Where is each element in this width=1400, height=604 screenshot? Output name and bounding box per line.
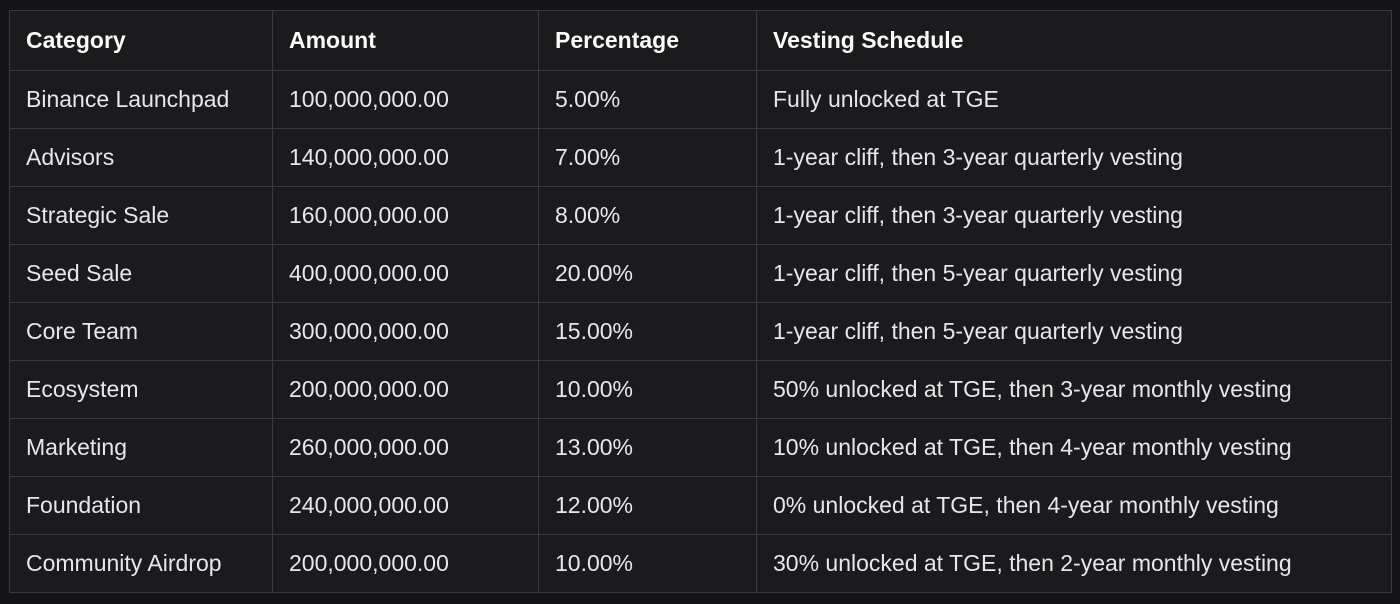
category-cell: Foundation [9,476,273,535]
table-row: Community Airdrop 200,000,000.00 10.00% 30%… [9,534,1392,593]
amount-cell: 260,000,000.00 [272,418,539,477]
amount-cell: 200,000,000.00 [272,534,539,593]
table-row: Strategic Sale 160,000,000.00 8.00% 1-year … [9,186,1392,245]
vesting-cell: Fully unlocked at TGE [756,70,1392,129]
percentage-cell: 13.00% [538,418,757,477]
table-row: Seed Sale 400,000,000.00 20.00% 1-year clif… [9,244,1392,303]
percentage-cell: 10.00% [538,360,757,419]
vesting-cell: 1-year cliff, then 5-year quarterly vest… [756,244,1392,303]
percentage-cell: 8.00% [538,186,757,245]
category-cell: Core Team [9,302,273,361]
percentage-cell: 5.00% [538,70,757,129]
amount-cell: 160,000,000.00 [272,186,539,245]
token-allocation-table: Category Amount Percentage Vesting Sched… [9,10,1392,593]
category-cell: Binance Launchpad [9,70,273,129]
category-cell: Ecosystem [9,360,273,419]
table-row: Ecosystem 200,000,000.00 10.00% 50% unlocke… [9,360,1392,419]
table-row: Foundation 240,000,000.00 12.00% 0% unlocke… [9,476,1392,535]
amount-cell: 200,000,000.00 [272,360,539,419]
percentage-cell: 20.00% [538,244,757,303]
amount-cell: 400,000,000.00 [272,244,539,303]
vesting-cell: 1-year cliff, then 3-year quarterly vest… [756,186,1392,245]
table-row: Core Team 300,000,000.00 15.00% 1-year clif… [9,302,1392,361]
category-cell: Community Airdrop [9,534,273,593]
category-cell: Advisors [9,128,273,187]
amount-cell: 300,000,000.00 [272,302,539,361]
column-header-amount: Amount [272,10,539,71]
percentage-cell: 10.00% [538,534,757,593]
vesting-cell: 50% unlocked at TGE, then 3-year monthly… [756,360,1392,419]
token-allocation-table-container: Category Amount Percentage Vesting Sched… [9,10,1392,593]
percentage-cell: 15.00% [538,302,757,361]
table-body: Binance Launchpad 100,000,000.00 5.00% Full… [9,70,1392,593]
category-cell: Marketing [9,418,273,477]
vesting-cell: 10% unlocked at TGE, then 4-year monthly… [756,418,1392,477]
vesting-cell: 30% unlocked at TGE, then 2-year monthly… [756,534,1392,593]
amount-cell: 100,000,000.00 [272,70,539,129]
percentage-cell: 12.00% [538,476,757,535]
amount-cell: 140,000,000.00 [272,128,539,187]
vesting-cell: 1-year cliff, then 5-year quarterly vest… [756,302,1392,361]
vesting-cell: 0% unlocked at TGE, then 4-year monthly … [756,476,1392,535]
table-row: Binance Launchpad 100,000,000.00 5.00% Full… [9,70,1392,129]
category-cell: Seed Sale [9,244,273,303]
column-header-percentage: Percentage [538,10,757,71]
header-row: Category Amount Percentage Vesting Sched… [9,10,1392,71]
column-header-vesting: Vesting Schedule [756,10,1392,71]
column-header-category: Category [9,10,273,71]
category-cell: Strategic Sale [9,186,273,245]
percentage-cell: 7.00% [538,128,757,187]
amount-cell: 240,000,000.00 [272,476,539,535]
table-row: Marketing 260,000,000.00 13.00% 10% unlocke… [9,418,1392,477]
vesting-cell: 1-year cliff, then 3-year quarterly vest… [756,128,1392,187]
table-row: Advisors 140,000,000.00 7.00% 1-year cliff,… [9,128,1392,187]
